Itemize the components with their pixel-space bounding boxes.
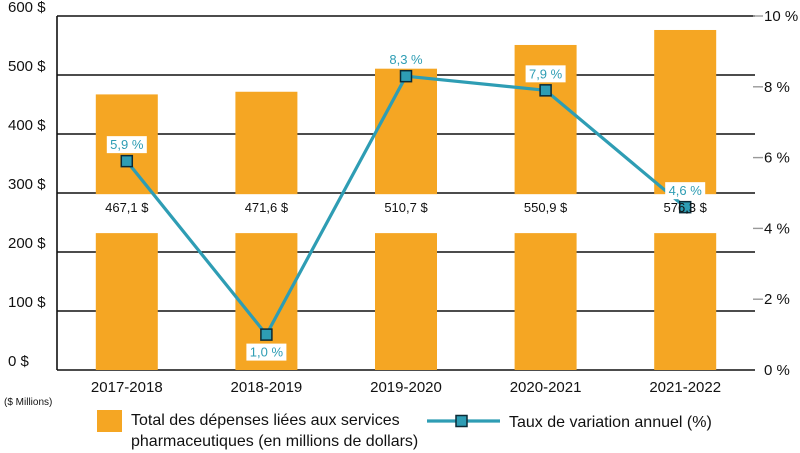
rate-label-bg: [386, 51, 426, 69]
bar-value-label: 550,9 $: [524, 200, 568, 215]
category-label: 2020-2021: [510, 379, 582, 396]
rate-label-bg: [525, 65, 566, 83]
category-label: 2019-2020: [370, 379, 442, 396]
bar-label-band: [653, 194, 718, 234]
rate-value-label: 5,9 %: [110, 137, 144, 152]
axes: 0 $ 100 $ 200 $ 300 $ 400 $ 500 $ 600 $ ($ Mill…: [4, 0, 798, 408]
category-label: 2021-2022: [649, 379, 721, 396]
rate-value-label: 7,9 %: [529, 66, 563, 81]
legend-bar-swatch: [97, 410, 122, 432]
rate-value-label: 1,0 %: [250, 345, 284, 360]
rate-marker: [399, 69, 413, 83]
rate-marker: [120, 154, 134, 168]
left-axis-unit-label: ($ Millions): [4, 397, 52, 408]
bar-label-band: [94, 194, 159, 234]
rate-label-bg: [106, 136, 147, 154]
bar-value-label: 576,3 $: [664, 200, 708, 215]
right-tick-label: 6 %: [764, 150, 790, 167]
rate-marker: [260, 328, 273, 341]
bar-label-band: [374, 194, 438, 234]
bar-value-label: 471,6 $: [245, 200, 289, 215]
left-tick-label: 300 $: [8, 176, 46, 193]
left-tick-label: 200 $: [8, 235, 46, 252]
legend-bar-label-line2: pharmaceutiques (en millions de dollars): [131, 433, 418, 450]
legend-line-label: Taux de variation annuel (%): [509, 414, 712, 431]
left-tick-label: 0 $: [8, 353, 30, 370]
left-tick-label: 500 $: [8, 58, 46, 75]
rate-label-bg: [246, 343, 287, 361]
bars: [94, 29, 718, 371]
legend-bar-label-line1: Total des dépenses liées aux services: [131, 412, 400, 429]
rate-value-label: 8,3 %: [389, 52, 423, 67]
left-tick-label: 600 $: [8, 0, 46, 16]
rate-line-layer: [120, 69, 692, 341]
bar-value-label: 467,1 $: [105, 200, 149, 215]
legend-line-marker: [455, 414, 468, 428]
legend: Total des dépenses liées aux services pha…: [97, 410, 712, 450]
rate-label-bg: [665, 182, 706, 200]
category-label: 2018-2019: [231, 379, 303, 396]
left-tick-label: 100 $: [8, 294, 46, 311]
right-tick-label: 0 %: [764, 362, 790, 379]
bar-value-label: 510,7 $: [384, 200, 428, 215]
bar-label-band: [513, 194, 578, 234]
category-label: 2017-2018: [91, 379, 163, 396]
rate-marker: [539, 84, 552, 97]
right-tick-label: 8 %: [764, 79, 790, 96]
right-tick-label: 10 %: [764, 8, 798, 25]
right-tick-label: 4 %: [764, 220, 790, 237]
labels: 467,1 $ 471,6 $ 510,7 $ 550,9 $ 576,3 $ 2017-…: [91, 51, 721, 396]
rate-value-label: 4,6 %: [669, 183, 703, 198]
left-tick-label: 400 $: [8, 117, 46, 134]
bar-label-band: [234, 194, 299, 234]
rate-marker: [678, 200, 692, 214]
right-tick-label: 2 %: [764, 291, 790, 308]
